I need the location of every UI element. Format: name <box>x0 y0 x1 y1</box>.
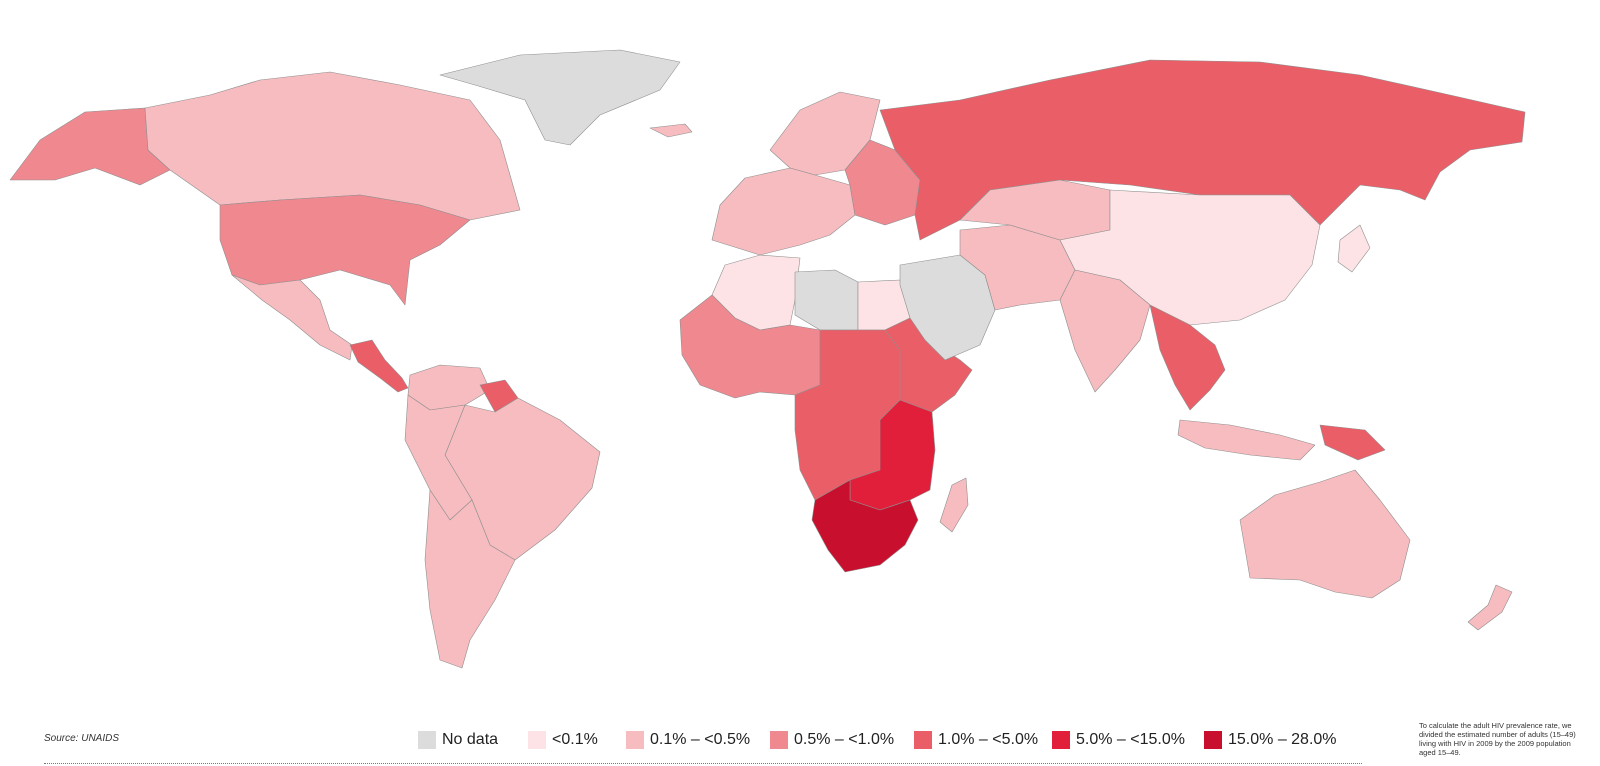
region-libya <box>794 269 859 331</box>
legend-label-0-1-to-0-5: 0.1% – <0.5% <box>650 731 751 748</box>
source-note: Source: UNAIDS <box>44 733 120 744</box>
region-iceland <box>649 123 693 138</box>
region-canada <box>144 71 521 221</box>
legend-swatch-lt-0-1 <box>528 731 546 749</box>
region-india <box>1059 269 1151 393</box>
legend-label-no-data: No data <box>442 731 499 748</box>
region-central-america <box>349 339 409 393</box>
footer-divider <box>44 763 1362 764</box>
legend-swatch-1-0-to-5-0 <box>914 731 932 749</box>
legend-swatch-15-0-to-28-0 <box>1204 731 1222 749</box>
region-papua-new-guinea <box>1319 424 1386 461</box>
legend-label-15-0-to-28-0: 15.0% – 28.0% <box>1228 731 1337 748</box>
legend-swatch-0-1-to-0-5 <box>626 731 644 749</box>
region-western-europe <box>711 167 856 256</box>
legend-label-1-0-to-5-0: 1.0% – <5.0% <box>938 731 1039 748</box>
region-southeast-asia <box>1149 304 1226 411</box>
region-australia <box>1239 469 1411 599</box>
region-japan <box>1337 224 1371 273</box>
legend-swatch-5-0-to-15-0 <box>1052 731 1070 749</box>
region-southern-africa <box>811 479 919 573</box>
legend-swatch-no-data <box>418 731 436 749</box>
region-mexico <box>231 274 353 361</box>
methodology-note: To calculate the adult HIV prevalence ra… <box>1419 721 1576 757</box>
region-russia <box>879 59 1526 241</box>
legend-label-lt-0-1: <0.1% <box>552 731 598 748</box>
region-greenland <box>439 49 681 146</box>
region-madagascar <box>939 477 969 533</box>
region-southern-cone <box>424 489 516 669</box>
region-china-mongolia <box>1059 189 1321 326</box>
region-new-zealand <box>1467 584 1513 631</box>
legend-swatch-0-5-to-1-0 <box>770 731 788 749</box>
legend-label-0-5-to-1-0: 0.5% – <1.0% <box>794 731 895 748</box>
legend-label-5-0-to-15-0: 5.0% – <15.0% <box>1076 731 1185 748</box>
region-indonesia <box>1177 419 1316 461</box>
